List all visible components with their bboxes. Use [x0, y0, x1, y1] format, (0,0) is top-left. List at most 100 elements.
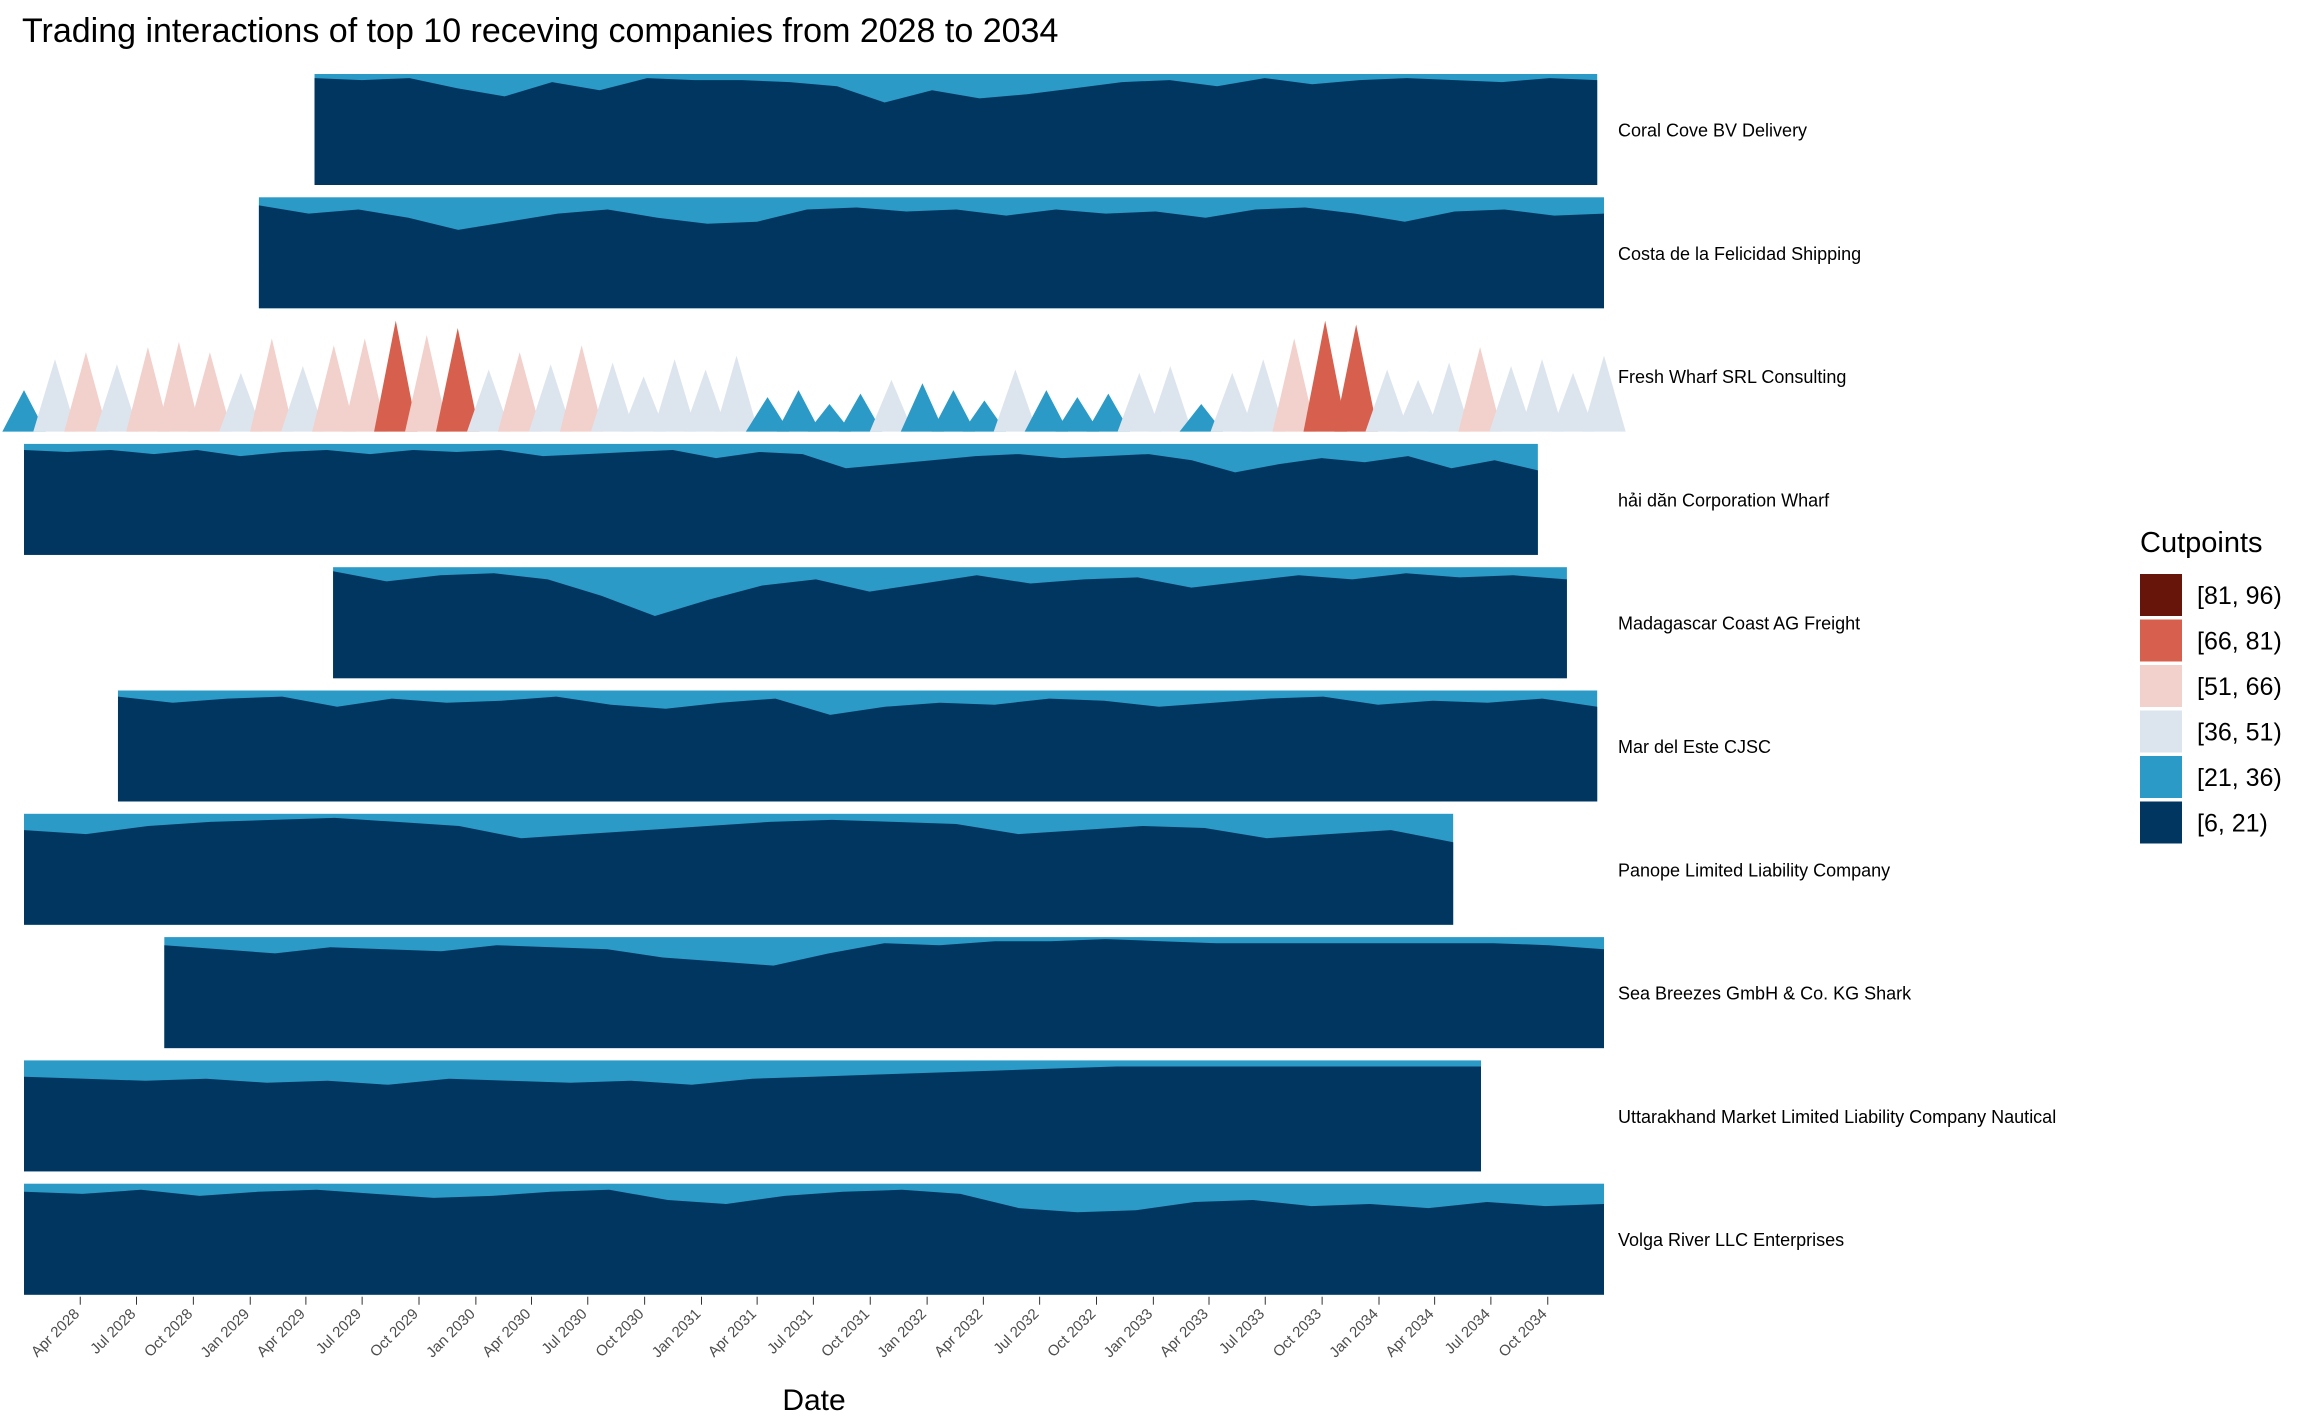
series-label: Coral Cove BV Delivery	[1618, 121, 1807, 141]
legend-key	[2140, 619, 2182, 662]
x-tick-label: Jan 2033	[1101, 1306, 1157, 1362]
panel-8: Uttarakhand Market Limited Liability Com…	[24, 1060, 2056, 1172]
x-tick-label: Apr 2032	[931, 1306, 986, 1361]
mark-peak	[64, 352, 108, 432]
legend-label: [51, 66)	[2197, 673, 2282, 701]
mark-peak	[1427, 362, 1471, 432]
x-tick-label: Oct 2032	[1044, 1306, 1099, 1361]
x-tick-label: Apr 2033	[1157, 1306, 1212, 1361]
x-tick-label: Apr 2034	[1382, 1306, 1437, 1361]
legend-key	[2140, 756, 2182, 798]
mark-peak	[621, 376, 666, 432]
series-label: Madagascar Coast AG Freight	[1618, 614, 1860, 634]
mark-peak	[1055, 397, 1100, 432]
x-tick-label: Oct 2030	[592, 1306, 647, 1361]
mark-peak	[33, 359, 77, 432]
x-tick-label: Oct 2034	[1496, 1306, 1551, 1361]
x-tick-label: Apr 2030	[479, 1306, 534, 1361]
mark-peak	[962, 400, 1007, 432]
mark-peak	[1210, 372, 1254, 432]
series-label: Costa de la Felicidad Shipping	[1618, 244, 1861, 264]
mark-peak	[467, 369, 511, 432]
mark-peak	[312, 345, 356, 432]
x-tick-label: Jan 2031	[649, 1306, 705, 1362]
mark-peak	[838, 393, 883, 432]
mark-peak	[1334, 324, 1378, 432]
mark-peak	[993, 369, 1038, 432]
panel-2: Fresh Wharf SRL Consulting	[2, 320, 1846, 432]
band-lower-area	[24, 1066, 1481, 1172]
panel-5: Mar del Este CJSC	[117, 690, 1771, 802]
series-label: Volga River LLC Enterprises	[1618, 1230, 1844, 1250]
mark-peak	[900, 383, 945, 432]
x-tick-label: Jul 2030	[538, 1306, 590, 1358]
mark-peak	[1241, 359, 1285, 432]
mark-peak	[1024, 390, 1069, 432]
series-label: Mar del Este CJSC	[1618, 737, 1771, 757]
legend-key	[2140, 574, 2182, 616]
x-tick-label: Jul 2034	[1442, 1306, 1494, 1358]
mark-peak	[590, 362, 635, 432]
mark-peak	[1458, 346, 1502, 432]
x-tick-label: Jan 2030	[423, 1306, 479, 1362]
x-tick-label: Apr 2028	[28, 1306, 83, 1361]
mark-peak	[374, 320, 418, 432]
series-label: Uttarakhand Market Limited Liability Com…	[1618, 1107, 2056, 1127]
panel-6: Panope Limited Liability Company	[24, 813, 1890, 925]
mark-peak	[1179, 403, 1223, 432]
mark-peak	[1396, 379, 1440, 432]
panel-0: Coral Cove BV Delivery	[314, 74, 1807, 185]
legend-title: Cutpoints	[2140, 527, 2263, 559]
mark-peak	[250, 338, 294, 432]
x-tick-label: Apr 2031	[705, 1306, 760, 1361]
mark-peak	[745, 397, 790, 432]
x-axis-label: Date	[782, 1384, 845, 1417]
mark-peak	[559, 345, 604, 432]
legend-key	[2140, 665, 2182, 707]
series-label: Sea Breezes GmbH & Co. KG Shark	[1618, 984, 1912, 1004]
band-lower-area	[24, 450, 1538, 555]
series-label: Panope Limited Liability Company	[1618, 860, 1890, 880]
x-tick-label: Oct 2033	[1270, 1306, 1325, 1361]
x-tick-label: Oct 2029	[367, 1306, 422, 1361]
band-lower-area	[117, 696, 1598, 802]
panel-4: Madagascar Coast AG Freight	[333, 567, 1860, 679]
panel-3: hải dăn Corporation Wharf	[24, 443, 1830, 555]
mark-peak	[1489, 365, 1533, 432]
band-lower-area	[164, 939, 1604, 1049]
x-tick-label: Jan 2034	[1326, 1306, 1382, 1362]
panel-9: Volga River LLC Enterprises	[24, 1183, 1844, 1295]
x-tick-label: Oct 2028	[141, 1306, 196, 1361]
mark-peak	[1582, 355, 1626, 432]
band-lower-area	[333, 571, 1567, 679]
x-tick-label: Jul 2029	[313, 1306, 365, 1358]
mark-peak	[2, 390, 46, 432]
panel-7: Sea Breezes GmbH & Co. KG Shark	[164, 937, 1912, 1049]
legend-label: [36, 51)	[2197, 719, 2282, 747]
x-tick-label: Jul 2028	[87, 1306, 139, 1358]
series-label: Fresh Wharf SRL Consulting	[1618, 367, 1846, 387]
panel-1: Costa de la Felicidad Shipping	[258, 197, 1861, 309]
mark-peak	[1520, 359, 1564, 432]
series-label: hải dăn Corporation Wharf	[1618, 490, 1830, 510]
x-tick-label: Jan 2032	[874, 1306, 930, 1362]
mark-peak	[1272, 338, 1316, 432]
mark-peak	[126, 346, 170, 432]
legend-label: [66, 81)	[2197, 628, 2282, 656]
mark-peak	[1148, 365, 1192, 432]
mark-peak	[281, 365, 325, 432]
mark-peak	[807, 403, 852, 432]
mark-peak	[95, 364, 139, 432]
chart-title: Trading interactions of top 10 receving …	[22, 12, 1058, 50]
mark-peak	[931, 390, 976, 432]
legend-label: [6, 21)	[2197, 810, 2268, 838]
mark-peak	[528, 364, 573, 432]
legend-key	[2140, 801, 2182, 844]
mark-peak	[1551, 372, 1595, 432]
mark-peak	[683, 369, 728, 432]
mark-peak	[188, 352, 232, 432]
mark-peak	[652, 359, 697, 432]
mark-peak	[405, 334, 449, 432]
